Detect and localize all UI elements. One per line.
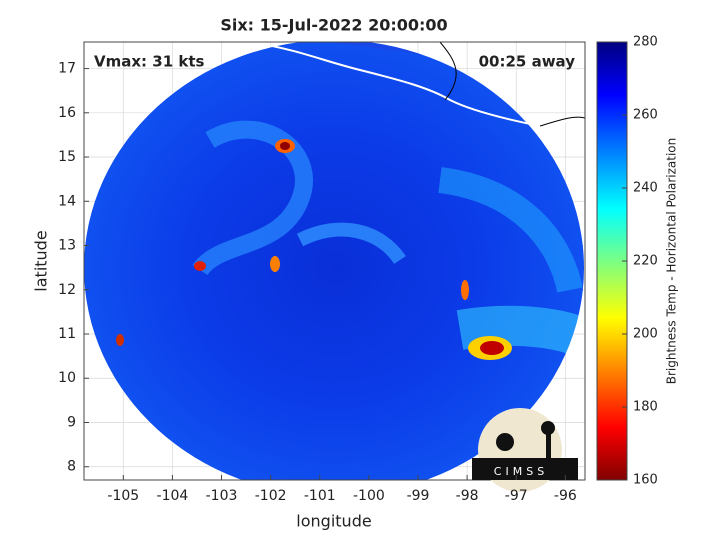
x-axis-label: longitude (296, 512, 371, 531)
plot-frame (83, 41, 586, 481)
y-tick-label: 12 (58, 282, 76, 298)
x-tick-label: -99 (407, 488, 430, 504)
x-tick-label: -100 (353, 488, 385, 504)
x-tick-label: -103 (206, 488, 238, 504)
swath (84, 42, 584, 480)
colorbar-tick-label: 180 (633, 400, 658, 415)
y-tick-label: 11 (58, 326, 76, 342)
x-tick-label: -102 (255, 488, 287, 504)
coastline (249, 42, 585, 128)
logo: CIMSS (472, 408, 578, 492)
colorbar-tick-label: 240 (633, 181, 658, 196)
y-tick-label: 17 (58, 61, 76, 77)
y-tick-label: 13 (58, 238, 76, 254)
y-axis-label: latitude (32, 230, 51, 291)
x-tick-label: -96 (554, 488, 577, 504)
y-tick-label: 8 (67, 459, 76, 475)
colorbar-tick-label: 200 (633, 327, 658, 342)
y-tick-label: 14 (58, 193, 76, 209)
colorbar-tick-label: 280 (633, 35, 658, 50)
x-tick-label: -97 (505, 488, 528, 504)
colorbar-tick-label: 220 (633, 254, 658, 269)
y-tick-label: 15 (58, 149, 76, 165)
x-tick-label: -98 (456, 488, 479, 504)
x-tick-label: -104 (157, 488, 189, 504)
y-tick-label: 16 (58, 105, 76, 121)
y-tick-label: 9 (67, 414, 76, 430)
colorbar-tick-label: 160 (633, 473, 658, 488)
colorbar-tick-label: 260 (633, 108, 658, 123)
colorbar-label: Brightness Temp - Horizontal Polarizatio… (665, 138, 679, 385)
annotation: Vmax: 31 kts (94, 53, 204, 71)
x-tick-label: -105 (107, 488, 139, 504)
y-tick-label: 10 (58, 370, 76, 386)
annotation: 00:25 away (479, 53, 576, 71)
chart-title: Six: 15-Jul-2022 20:00:00 (220, 16, 447, 35)
logo-text: CIMSS (494, 465, 548, 478)
border (439, 42, 585, 127)
x-tick-label: -101 (304, 488, 336, 504)
